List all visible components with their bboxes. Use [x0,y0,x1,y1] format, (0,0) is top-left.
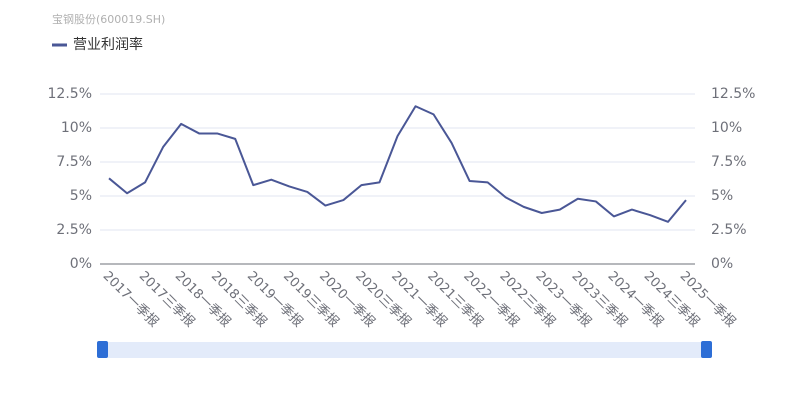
y2-tick-label: 2.5% [711,222,747,238]
y2-tick-label: 0% [711,256,733,272]
y-tick-label: 5% [70,188,92,204]
y2-tick-label: 10% [711,120,742,136]
data-line [108,105,687,223]
y-tick-label: 7.5% [56,154,92,170]
y-tick-label: 2.5% [56,222,92,238]
zoom-track [103,342,707,358]
y-tick-label: 0% [70,256,92,272]
y2-tick-label: 12.5% [711,86,755,102]
y2-tick-label: 7.5% [711,154,747,170]
legend-label: 营业利润率 [73,36,143,53]
zoom-handle[interactable] [97,341,108,358]
zoom-handle[interactable] [701,341,712,358]
y-tick-label: 12.5% [48,86,92,102]
y-tick-label: 10% [61,120,92,136]
y2-tick-label: 5% [711,188,733,204]
legend[interactable]: 营业利润率 [52,36,143,53]
data-zoom[interactable] [97,341,712,358]
chart-title: 宝钢股份(600019.SH) [52,12,165,26]
